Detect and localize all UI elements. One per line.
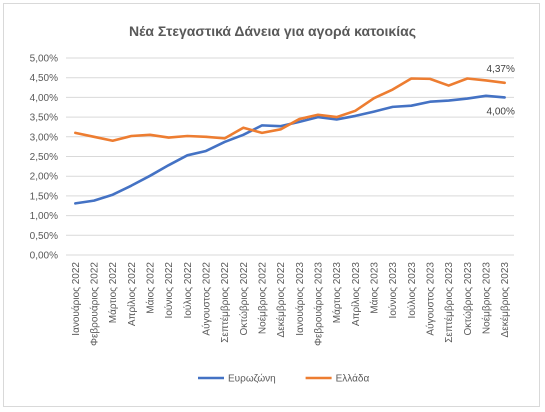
y-tick-label: 2,50% [30, 152, 58, 163]
x-tick-label: Απρίλιος 2023 [350, 262, 362, 327]
y-tick-label: 1,50% [30, 191, 58, 202]
y-tick-label: 4,00% [30, 93, 58, 104]
x-tick-label: Ιανουάριος 2022 [70, 262, 82, 336]
x-tick-label: Ιούλιος 2022 [182, 262, 194, 319]
data-label: 4,37% [486, 64, 514, 75]
x-tick-label: Αύγουστος 2023 [425, 262, 437, 336]
y-axis-ticks: 0,00% 0,50% 1,00% 1,50% 2,00% 2,50% 3,00% 3,50%… [30, 54, 58, 262]
data-labels: 4,00% 4,37% [486, 64, 514, 118]
x-tick-label: Νοέμβριος 2023 [481, 262, 493, 335]
y-tick-label: 2,00% [30, 172, 58, 183]
x-tick-label: Μάρτιος 2022 [107, 262, 119, 324]
x-tick-label: Ιούνιος 2023 [387, 262, 399, 319]
x-tick-label: Οκτώβριος 2023 [462, 262, 474, 336]
legend-label: Ελλάδα [336, 373, 370, 385]
x-axis-ticks: Ιανουάριος 2022 Φεβρουάριος 2022 Μάρτιος 2… [70, 262, 511, 346]
data-label: 4,00% [486, 106, 514, 117]
x-tick-label: Νοέμβριος 2022 [257, 262, 269, 335]
x-tick-label: Δεκέμβριος 2022 [275, 262, 287, 338]
y-tick-label: 3,50% [30, 113, 58, 124]
y-tick-label: 0,50% [30, 231, 58, 242]
y-tick-label: 3,00% [30, 132, 58, 143]
x-tick-label: Φεβρουάριος 2022 [89, 262, 101, 346]
x-tick-label: Μάιος 2022 [145, 262, 157, 314]
x-tick-label: Αύγουστος 2022 [201, 262, 213, 336]
series-line [74, 77, 506, 143]
chart-title: Νέα Στεγαστικά Δάνεια για αγορά κατοικία… [129, 23, 416, 39]
legend-label: Ευρωζώνη [228, 373, 276, 385]
gridlines [66, 57, 514, 256]
series-lines [74, 77, 506, 205]
legend-item: Ευρωζώνη [198, 373, 276, 385]
x-tick-label: Μάιος 2023 [369, 262, 381, 314]
x-tick-label: Σεπτέμβριος 2023 [443, 262, 455, 343]
y-tick-label: 4,50% [30, 73, 58, 84]
x-tick-label: Μάρτιος 2023 [331, 262, 343, 324]
x-tick-label: Δεκέμβριος 2023 [499, 262, 511, 338]
chart-frame [3, 3, 540, 407]
x-tick-label: Ιούλιος 2023 [406, 262, 418, 319]
series-line [74, 94, 506, 205]
y-tick-label: 1,00% [30, 211, 58, 222]
y-tick-label: 0,00% [30, 251, 58, 262]
x-tick-label: Ιούνιος 2022 [163, 262, 175, 319]
x-tick-label: Ιανουάριος 2023 [294, 262, 306, 336]
x-tick-label: Απρίλιος 2022 [126, 262, 138, 327]
x-tick-label: Σεπτέμβριος 2022 [219, 262, 231, 343]
y-tick-label: 5,00% [30, 54, 58, 65]
legend-item: Ελλάδα [305, 373, 370, 385]
legend: Ευρωζώνη Ελλάδα [198, 373, 369, 385]
x-tick-label: Οκτώβριος 2022 [238, 262, 250, 336]
x-tick-label: Φεβρουάριος 2023 [313, 262, 325, 346]
